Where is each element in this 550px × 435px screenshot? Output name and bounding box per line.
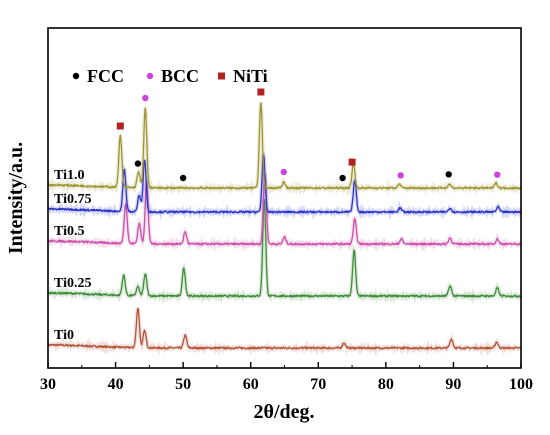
phase-marker-bcc-5 <box>280 168 287 176</box>
legend-fcc-label: FCC <box>87 66 124 86</box>
phase-marker-niti-7 <box>348 158 356 166</box>
phase-marker-bcc-2 <box>142 94 149 102</box>
series-line-ti0 <box>47 307 522 350</box>
x-tick-label-30: 30 <box>40 376 56 393</box>
phase-marker-fcc-1 <box>134 160 142 167</box>
x-axis-label: 2θ/deg. <box>254 401 315 423</box>
legend-niti-marker <box>218 72 225 80</box>
legend-bcc-label: BCC <box>161 66 199 86</box>
phase-marker-fcc-3 <box>179 174 187 182</box>
x-tick-layer: 30 40 50 60 70 80 90 100 <box>40 362 533 393</box>
series-label-ti0-5: Ti0.5 <box>54 224 84 239</box>
phase-marker-layer <box>116 88 501 182</box>
phase-marker-niti-4 <box>257 88 265 96</box>
phase-marker-niti-0 <box>116 122 124 130</box>
x-tick-label-60: 60 <box>243 376 259 393</box>
series-line-ti1-0 <box>47 101 522 190</box>
x-tick-label-50: 50 <box>175 376 191 393</box>
legend-fcc-marker <box>72 72 80 80</box>
series-label-ti0: Ti0 <box>54 328 74 343</box>
x-tick-label-90: 90 <box>445 376 461 393</box>
series-label-ti0-75: Ti0.75 <box>54 192 91 207</box>
phase-marker-fcc-9 <box>445 171 452 178</box>
phase-marker-bcc-10 <box>494 171 501 178</box>
series-line-ti0-75 <box>47 154 522 214</box>
series-line-ti0-25 <box>47 198 522 298</box>
series-layer <box>46 101 523 357</box>
x-tick-label-40: 40 <box>108 376 124 393</box>
phase-marker-bcc-8 <box>397 172 404 179</box>
legend-niti-label: NiTi <box>233 66 268 86</box>
x-tick-label-70: 70 <box>310 376 326 393</box>
legend-bcc-marker <box>146 72 154 80</box>
x-tick-label-100: 100 <box>509 376 533 393</box>
y-axis-label: Intensity/a.u. <box>5 142 27 254</box>
phase-marker-fcc-6 <box>339 174 346 182</box>
series-label-ti1-0: Ti1.0 <box>54 168 84 183</box>
series-label-ti0-25: Ti0.25 <box>54 276 91 291</box>
legend: FCC BCC NiTi <box>72 66 268 86</box>
x-tick-label-80: 80 <box>378 376 394 393</box>
series-line-ti0-5 <box>47 174 522 246</box>
series-label-layer: Ti0 Ti0.25 Ti0.5 Ti0.75 Ti1.0 <box>54 168 91 343</box>
